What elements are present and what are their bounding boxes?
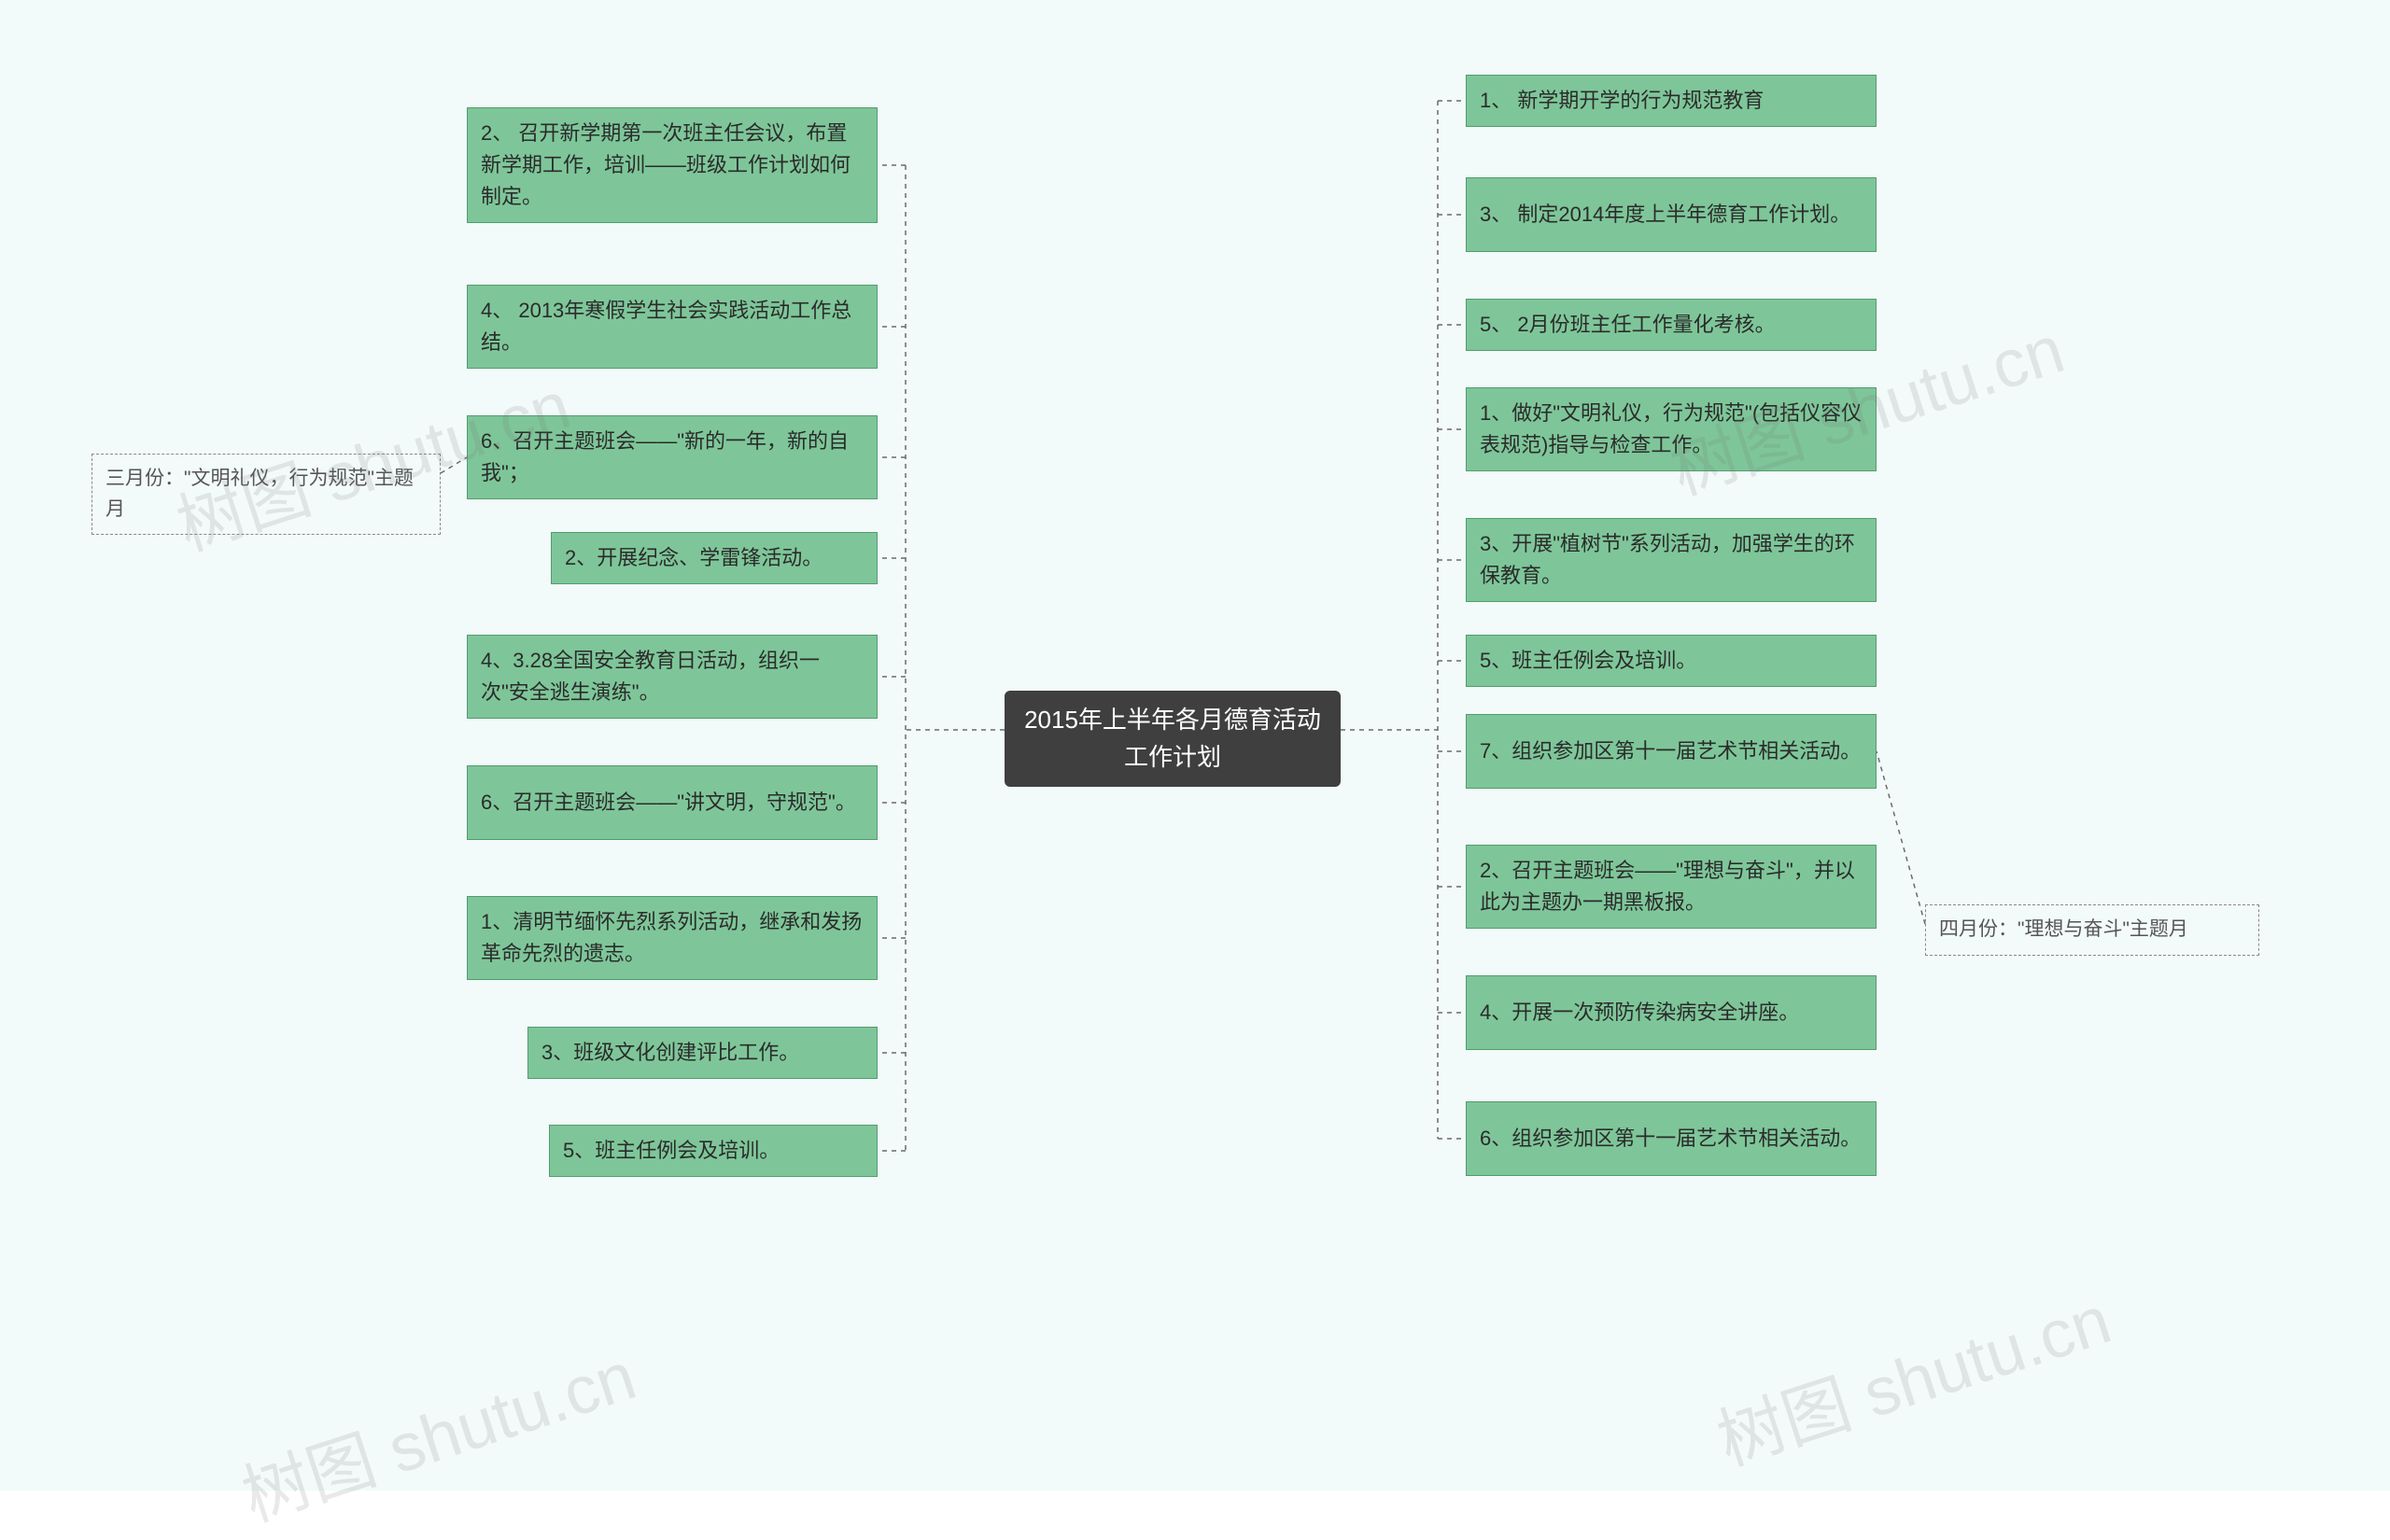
left-item-2-label: 6、召开主题班会——"新的一年，新的自我"； xyxy=(481,426,864,489)
mindmap-stage: 2015年上半年各月德育活动工作计划 2、 召开新学期第一次班主任会议，布置新学期… xyxy=(0,0,2390,1491)
right-item-5: 5、班主任例会及培训。 xyxy=(1466,635,1877,687)
left-item-1-label: 4、 2013年寒假学生社会实践活动工作总结。 xyxy=(481,295,864,358)
watermark-2: 树图 shutu.cn xyxy=(228,1321,645,1540)
right-item-2-label: 5、 2月份班主任工作量化考核。 xyxy=(1480,309,1776,341)
right-item-9-label: 6、组织参加区第十一届艺术节相关活动。 xyxy=(1480,1123,1861,1155)
right-item-1-label: 3、 制定2014年度上半年德育工作计划。 xyxy=(1480,199,1850,231)
left-item-4: 4、3.28全国安全教育日活动，组织一次"安全逃生演练"。 xyxy=(467,635,878,719)
left-item-1: 4、 2013年寒假学生社会实践活动工作总结。 xyxy=(467,285,878,369)
center-node: 2015年上半年各月德育活动工作计划 xyxy=(1005,691,1341,787)
right-item-2: 5、 2月份班主任工作量化考核。 xyxy=(1466,299,1877,351)
left-item-6-label: 1、清明节缅怀先烈系列活动，继承和发扬革命先烈的遗志。 xyxy=(481,906,864,970)
left-item-8: 5、班主任例会及培训。 xyxy=(549,1125,878,1177)
right-item-4-label: 3、开展"植树节"系列活动，加强学生的环保教育。 xyxy=(1480,528,1863,592)
right-item-3: 1、做好"文明礼仪，行为规范"(包括仪容仪表规范)指导与检查工作。 xyxy=(1466,387,1877,471)
right-item-0: 1、 新学期开学的行为规范教育 xyxy=(1466,75,1877,127)
left-item-5-label: 6、召开主题班会——"讲文明，守规范"。 xyxy=(481,787,856,819)
right-item-3-label: 1、做好"文明礼仪，行为规范"(包括仪容仪表规范)指导与检查工作。 xyxy=(1480,398,1863,461)
left-item-4-label: 4、3.28全国安全教育日活动，组织一次"安全逃生演练"。 xyxy=(481,645,864,708)
left-item-2: 6、召开主题班会——"新的一年，新的自我"； xyxy=(467,415,878,499)
watermark-3: 树图 shutu.cn xyxy=(1703,1265,2120,1484)
right-item-4: 3、开展"植树节"系列活动，加强学生的环保教育。 xyxy=(1466,518,1877,602)
left-item-8-label: 5、班主任例会及培训。 xyxy=(563,1135,780,1167)
right-leaf-label: 四月份："理想与奋斗"主题月 xyxy=(1939,915,2188,945)
left-item-5: 6、召开主题班会——"讲文明，守规范"。 xyxy=(467,765,878,840)
right-item-9: 6、组织参加区第十一届艺术节相关活动。 xyxy=(1466,1101,1877,1176)
left-leaf-label: 三月份："文明礼仪，行为规范"主题月 xyxy=(105,464,427,525)
left-item-0: 2、 召开新学期第一次班主任会议，布置新学期工作，培训——班级工作计划如何制定。 xyxy=(467,107,878,223)
left-item-3-label: 2、开展纪念、学雷锋活动。 xyxy=(565,542,822,574)
right-item-6-label: 7、组织参加区第十一届艺术节相关活动。 xyxy=(1480,735,1861,767)
left-item-7: 3、班级文化创建评比工作。 xyxy=(527,1027,878,1079)
right-leaf: 四月份："理想与奋斗"主题月 xyxy=(1925,904,2259,956)
left-item-7-label: 3、班级文化创建评比工作。 xyxy=(541,1037,799,1069)
left-item-6: 1、清明节缅怀先烈系列活动，继承和发扬革命先烈的遗志。 xyxy=(467,896,878,980)
center-node-label: 2015年上半年各月德育活动工作计划 xyxy=(1019,701,1327,777)
right-item-0-label: 1、 新学期开学的行为规范教育 xyxy=(1480,85,1764,117)
right-item-7: 2、召开主题班会——"理想与奋斗"，并以此为主题办一期黑板报。 xyxy=(1466,845,1877,929)
right-item-7-label: 2、召开主题班会——"理想与奋斗"，并以此为主题办一期黑板报。 xyxy=(1480,855,1863,918)
watermark-text: 树图 shutu.cn xyxy=(1709,1282,2120,1479)
right-item-5-label: 5、班主任例会及培训。 xyxy=(1480,645,1696,677)
right-item-1: 3、 制定2014年度上半年德育工作计划。 xyxy=(1466,177,1877,252)
left-leaf: 三月份："文明礼仪，行为规范"主题月 xyxy=(91,454,441,535)
right-item-6: 7、组织参加区第十一届艺术节相关活动。 xyxy=(1466,714,1877,789)
right-item-8: 4、开展一次预防传染病安全讲座。 xyxy=(1466,975,1877,1050)
watermark-text: 树图 shutu.cn xyxy=(234,1338,645,1535)
right-item-8-label: 4、开展一次预防传染病安全讲座。 xyxy=(1480,997,1799,1029)
left-item-3: 2、开展纪念、学雷锋活动。 xyxy=(551,532,878,584)
left-item-0-label: 2、 召开新学期第一次班主任会议，布置新学期工作，培训——班级工作计划如何制定。 xyxy=(481,118,864,213)
